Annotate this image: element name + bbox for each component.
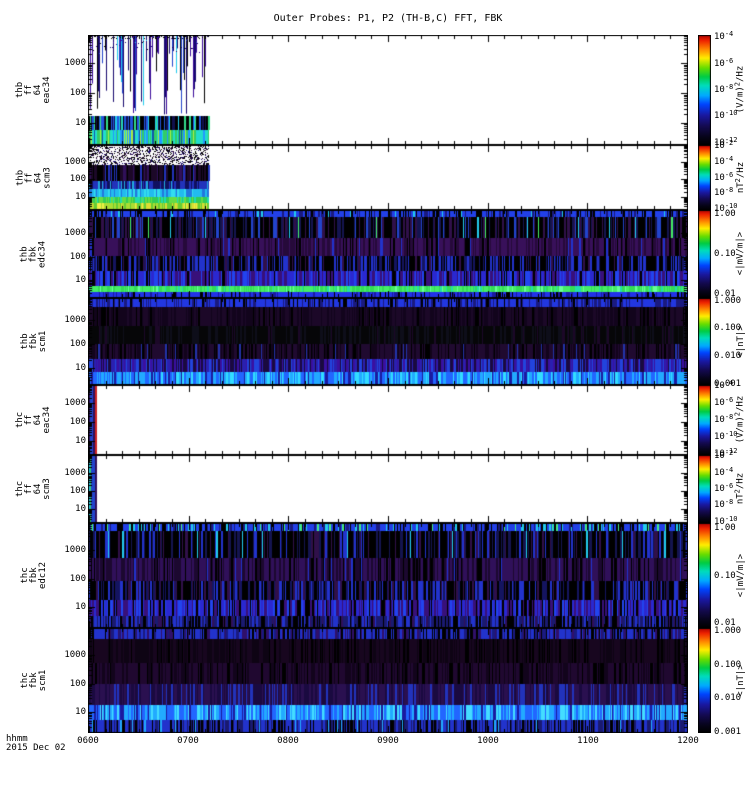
y-tick-label: 100 [69,573,86,584]
spectrogram-canvas-thc_ff_64_scm3 [88,455,688,523]
colorbar-tick-label: 0.001 [714,379,742,390]
colorbar-tick-label: 10-6 [714,170,734,183]
spectrogram-canvas-thb_fbk_edc34 [88,210,688,298]
colorbar-thb_fbk_edc34 [698,210,711,298]
y-tick-label: 10 [75,362,86,373]
colorbar-tick-label: 10-10 [714,109,738,122]
colorbar-tick-label: 10-6 [714,482,734,494]
colorbar-thb_fbk_scm1 [698,298,711,385]
colorbar-tick-label: 10-6 [714,396,734,409]
colorbar-tick-label: 1.00 [714,523,736,534]
colorbar-tick-label: 0.10 [714,570,736,581]
colorbar-unit-label-thb_ff_64_scm3: nT2/Hz [733,161,746,193]
colorbar-tick-label: 10-2 [714,139,734,152]
x-tick-label: 0600 [77,736,99,746]
spectrogram-canvas-thc_fbk_scm1 [88,628,688,733]
colorbar-tick-label: 0.100 [714,659,742,670]
y-tick-label: 100 [69,88,86,99]
y-tick-label: 1000 [64,315,86,326]
y-tick-label: 10 [75,707,86,718]
colorbar-tick-label: 0.01 [714,617,736,628]
y-tick-label: 1000 [64,227,86,238]
y-tick-label: 100 [69,251,86,262]
colorbar-unit-label-thb_fbk_scm1: <|nT|> [735,324,746,358]
y-tick-label: 100 [69,678,86,689]
colorbar-tick-label: 10-10 [714,514,738,527]
colorbar-tick-label: 10-4 [714,379,734,392]
colorbar-thc_fbk_scm1 [698,628,711,733]
colorbar-tick-label: 10-6 [714,56,734,69]
y-tick-label: 10 [75,504,86,515]
colorbar-unit-label-thb_fbk_edc34: <|mV/m|> [735,231,746,276]
colorbar-tick-label: 1.000 [714,626,742,637]
x-tick-label: 0900 [377,736,399,746]
y-tick-label: 10 [75,191,86,202]
y-tick-label: 10 [75,602,86,613]
colorbar-tick-label: 0.010 [714,351,742,362]
colorbar-tick-label: 0.10 [714,249,736,259]
colorbar-thb_ff_64_eac34 [698,35,711,145]
colorbar-unit-label-thc_fbk_edc12: <|mV/m|> [735,553,746,597]
y-tick-label: 100 [69,174,86,185]
y-tick-label: 10 [75,118,86,129]
colorbar-tick-label: 10-12 [714,446,738,459]
colorbar-tick-label: 10-10 [714,201,738,214]
colorbar-tick-label: 10-8 [714,186,734,199]
spectrogram-canvas-thb_ff_64_scm3 [88,145,688,210]
colorbar-unit-label-thc_fbk_scm1: <|nT|> [735,663,746,697]
colorbar-tick-label: 0.001 [714,726,742,737]
colorbar-tick-label: 10-4 [714,154,734,167]
colorbar-tick-label: 10-4 [714,465,734,478]
plot-title: Outer Probes: P1, P2 (TH-B,C) FFT, FBK [273,13,503,24]
colorbar-tick-label: 10-8 [714,498,734,511]
colorbar-tick-label: 0.01 [714,288,736,299]
colorbar-tick-label: 10-12 [714,135,738,148]
colorbar-unit-label-thc_ff_64_eac34: (V/m)2/Hz [733,395,746,444]
colorbar-tick-label: 10-4 [714,30,734,43]
spectrogram-canvas-thb_ff_64_eac34 [88,35,688,145]
colorbar-tick-label: 10-8 [714,83,734,95]
x-tick-label: 0800 [277,736,299,746]
x-tick-label: 0700 [177,736,199,746]
y-tick-label: 100 [69,485,86,496]
x-tick-label: 1200 [677,736,699,746]
y-tick-label: 1000 [64,398,86,409]
colorbar-unit-label-thc_ff_64_scm3: nT2/Hz [733,472,746,505]
y-tick-label: 100 [69,417,86,428]
colorbar-tick-label: 10-10 [714,429,738,442]
colorbar-tick-label: 0.100 [714,323,742,334]
date-label: 2015 Dec 02 [6,743,66,753]
colorbar-thc_ff_64_eac34 [698,385,711,455]
y-tick-label: 10 [75,275,86,286]
x-axis-unit-label: hhmm [6,734,28,744]
colorbar-tick-label: 10-2 [714,449,734,462]
colorbar-tick-label: 0.010 [714,693,742,704]
colorbar-tick-label: 1.00 [714,209,736,220]
y-tick-label: 100 [69,339,86,350]
colorbar-thc_ff_64_scm3 [698,455,711,523]
colorbar-unit-label-thb_ff_64_eac34: (V/m)2/Hz [733,65,746,114]
spectrogram-canvas-thc_fbk_edc12 [88,523,688,628]
y-tick-label: 10 [75,435,86,446]
y-tick-label: 1000 [64,467,86,478]
colorbar-thb_ff_64_scm3 [698,145,711,210]
x-tick-label: 1000 [477,736,499,746]
y-tick-label: 1000 [64,58,86,69]
y-tick-label: 1000 [64,545,86,556]
colorbar-tick-label: 10-8 [714,413,734,425]
spectrogram-canvas-thc_ff_64_eac34 [88,385,688,455]
y-tick-label: 1000 [64,650,86,661]
colorbar-tick-label: 1.000 [714,295,742,306]
y-tick-label: 1000 [64,156,86,167]
colorbar-thc_fbk_edc12 [698,523,711,628]
x-tick-label: 1100 [577,736,599,746]
spectrogram-canvas-thb_fbk_scm1 [88,298,688,385]
